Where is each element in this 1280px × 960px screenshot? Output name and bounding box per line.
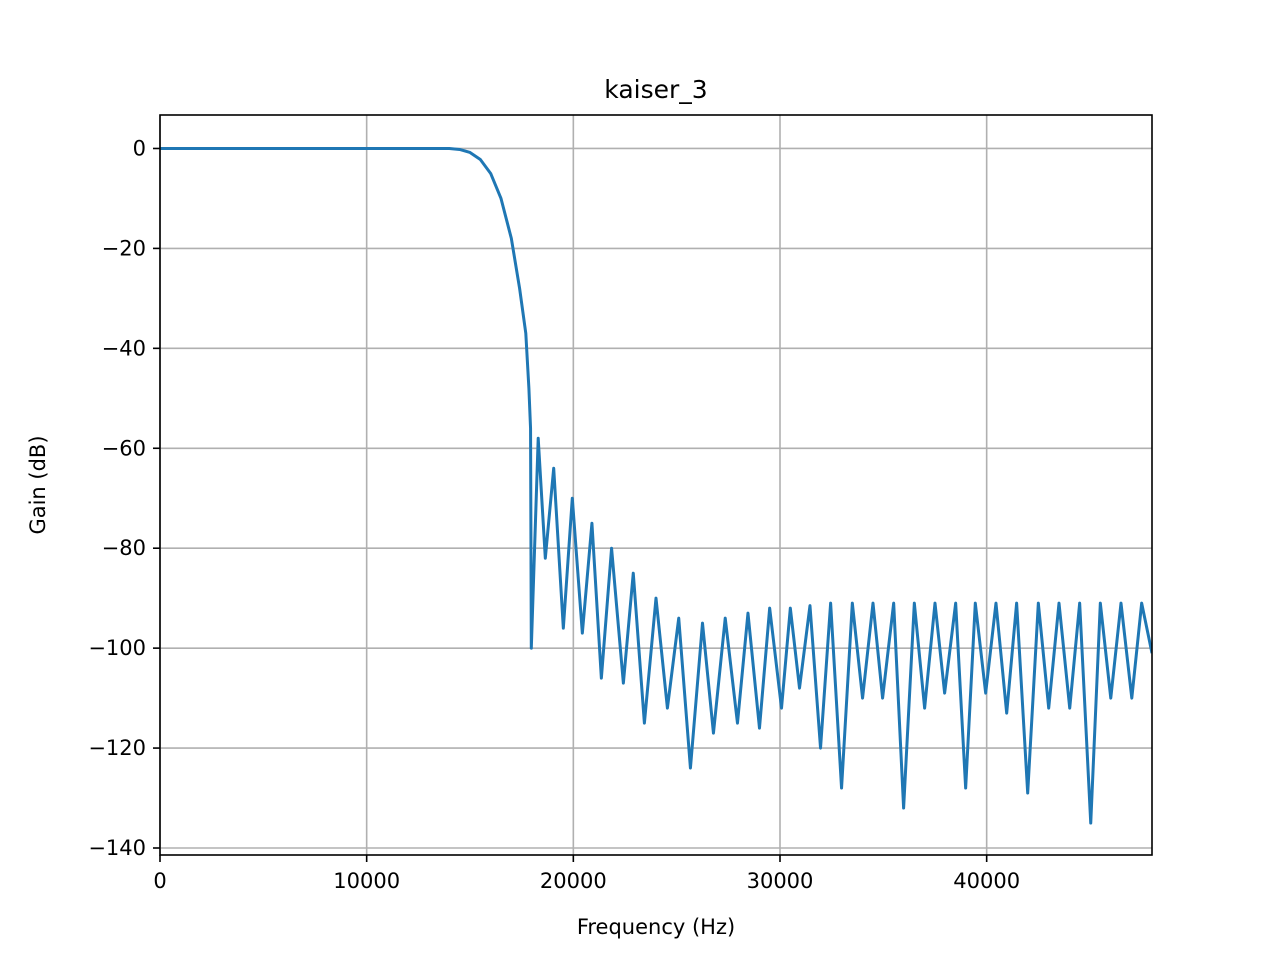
y-tick-label: −100 <box>88 636 146 660</box>
x-tick-label: 0 <box>153 869 166 893</box>
y-tick-label: −40 <box>102 336 146 360</box>
y-tick-label: −80 <box>102 536 146 560</box>
y-axis-label: Gain (dB) <box>26 435 50 534</box>
data-line <box>160 146 1152 825</box>
chart-title: kaiser_3 <box>604 75 707 104</box>
y-tick-label: −60 <box>102 436 146 460</box>
y-tick-label: 0 <box>133 136 146 160</box>
x-tick-label: 10000 <box>333 869 400 893</box>
y-tick-label: −20 <box>102 236 146 260</box>
x-axis-label: Frequency (Hz) <box>577 915 735 939</box>
y-tick-label: −140 <box>88 836 146 860</box>
x-tick-label: 30000 <box>747 869 814 893</box>
y-tick-label: −120 <box>88 736 146 760</box>
axes-frame <box>159 114 1153 856</box>
x-tick-label: 40000 <box>953 869 1020 893</box>
x-tick-label: 20000 <box>540 869 607 893</box>
